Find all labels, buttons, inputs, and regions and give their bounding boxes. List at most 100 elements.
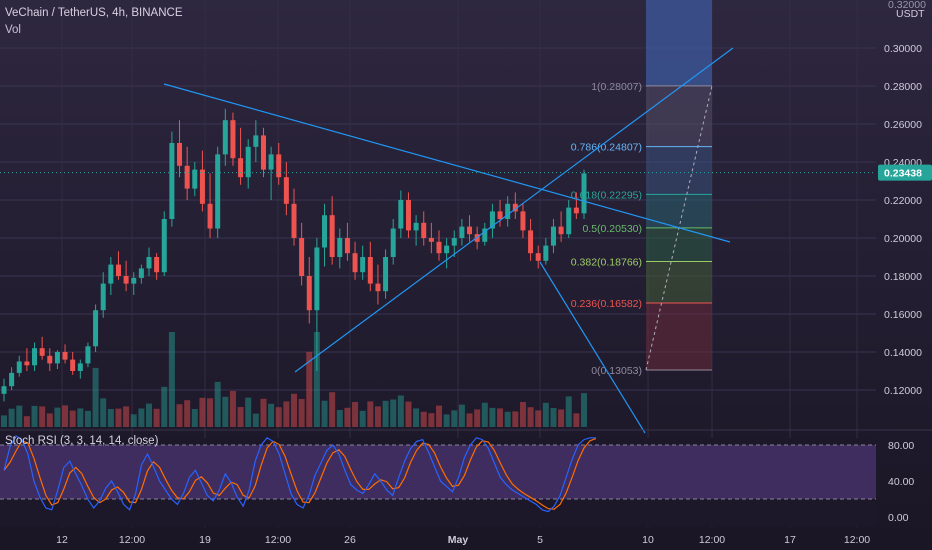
volume-bar <box>153 408 160 427</box>
rsi-axis-label: 0.00 <box>888 512 909 524</box>
price-axis-currency: USDT <box>896 8 925 20</box>
volume-bar <box>306 351 313 427</box>
time-axis-label: 12:00 <box>844 534 870 546</box>
candle-body <box>85 346 91 364</box>
candle-body <box>444 245 450 254</box>
descending-trendline <box>163 83 731 243</box>
volume-bar <box>191 409 198 427</box>
volume-bar <box>291 393 297 427</box>
candle-body <box>62 352 68 360</box>
volume-bar <box>168 332 175 427</box>
candle-body <box>169 143 175 219</box>
candle-body <box>215 154 221 229</box>
volume-bar <box>565 396 572 427</box>
candle-body <box>459 226 465 238</box>
volume-bar <box>245 397 252 427</box>
volume-bar <box>252 413 259 427</box>
fib-level-label: 0.618(0.22295) <box>571 189 642 201</box>
volume-bar <box>382 400 389 427</box>
candle-body <box>306 276 312 311</box>
volume-bar <box>199 397 206 427</box>
candle-body <box>543 245 549 261</box>
volume-bar <box>54 407 61 427</box>
volume-bar <box>1 415 7 427</box>
volume-bar <box>275 407 282 427</box>
candle-body <box>93 310 99 347</box>
candle-body <box>581 173 587 214</box>
ascending-trendline <box>294 47 734 373</box>
volume-bar <box>558 409 565 427</box>
candle-body <box>192 169 198 189</box>
candle-body <box>16 361 22 373</box>
volume-bar <box>443 414 450 427</box>
fib-level-label: 1(0.28007) <box>591 81 642 93</box>
volume-bar <box>451 410 458 427</box>
time-axis-label: 12:00 <box>699 534 725 546</box>
volume-bar <box>123 406 130 427</box>
volume-label: Vol <box>5 24 21 36</box>
candle-body <box>123 276 129 284</box>
candle-body <box>558 226 564 235</box>
candle-body <box>230 120 236 159</box>
volume-bar <box>229 391 236 427</box>
volume-bar <box>313 332 320 427</box>
candle-body <box>535 253 541 261</box>
volume-bar <box>581 393 587 427</box>
volume-bar <box>268 403 275 427</box>
volume-bar <box>16 405 23 427</box>
volume-bar <box>527 407 534 427</box>
volume-bar <box>39 406 46 427</box>
candle-body <box>154 257 160 273</box>
volume-bar <box>283 401 290 427</box>
candle-body <box>291 203 297 238</box>
volume-bar <box>92 367 99 427</box>
time-axis-label: 12:00 <box>119 534 145 546</box>
volume-bar <box>497 408 504 427</box>
candle-body <box>54 352 60 364</box>
time-axis-label: 19 <box>199 534 211 546</box>
candle-body <box>177 143 183 166</box>
volume-bar <box>115 408 122 427</box>
candle-body <box>253 135 259 147</box>
candle-body <box>276 154 282 178</box>
volume-bar <box>436 405 442 427</box>
price-axis-top-label: 0.32000 <box>888 0 926 11</box>
fib-zone <box>646 194 712 228</box>
candle-body <box>405 200 411 231</box>
volume-bar <box>77 408 84 427</box>
price-axis-label: 0.30000 <box>884 43 922 55</box>
candle-body <box>161 219 167 273</box>
volume-bar <box>504 411 511 427</box>
volume-bar <box>237 407 244 427</box>
candle-body <box>367 257 373 284</box>
volume-bar <box>207 398 214 427</box>
volume-bar <box>420 411 427 427</box>
volume-bar <box>519 402 526 427</box>
volume-bar <box>222 396 229 427</box>
candle-body <box>398 200 404 229</box>
volume-bar <box>359 410 366 427</box>
time-axis-label: 10 <box>642 534 654 546</box>
candle-body <box>108 264 114 284</box>
candle-body <box>375 283 381 292</box>
candle-body <box>77 363 83 371</box>
fib-extension-zone <box>646 0 712 86</box>
volume-bar <box>336 410 343 427</box>
volume-bar <box>8 408 15 427</box>
symbol-title: VeChain / TetherUS, 4h, BINANCE <box>5 7 183 19</box>
volume-bar <box>512 411 519 427</box>
candle-body <box>138 268 144 278</box>
candle-body <box>207 203 213 229</box>
volume-bar <box>466 413 473 427</box>
volume-bar <box>62 405 69 427</box>
candle-body <box>314 247 320 311</box>
candle-body <box>329 215 335 257</box>
fib-zone <box>646 302 712 370</box>
candle-body <box>383 257 389 292</box>
fib-level-label: 0(0.13053) <box>591 365 642 377</box>
volume-bar <box>352 402 359 427</box>
candle-body <box>32 348 38 366</box>
candle-body <box>413 222 419 231</box>
fib-level-label: 0.786(0.24807) <box>571 142 642 154</box>
